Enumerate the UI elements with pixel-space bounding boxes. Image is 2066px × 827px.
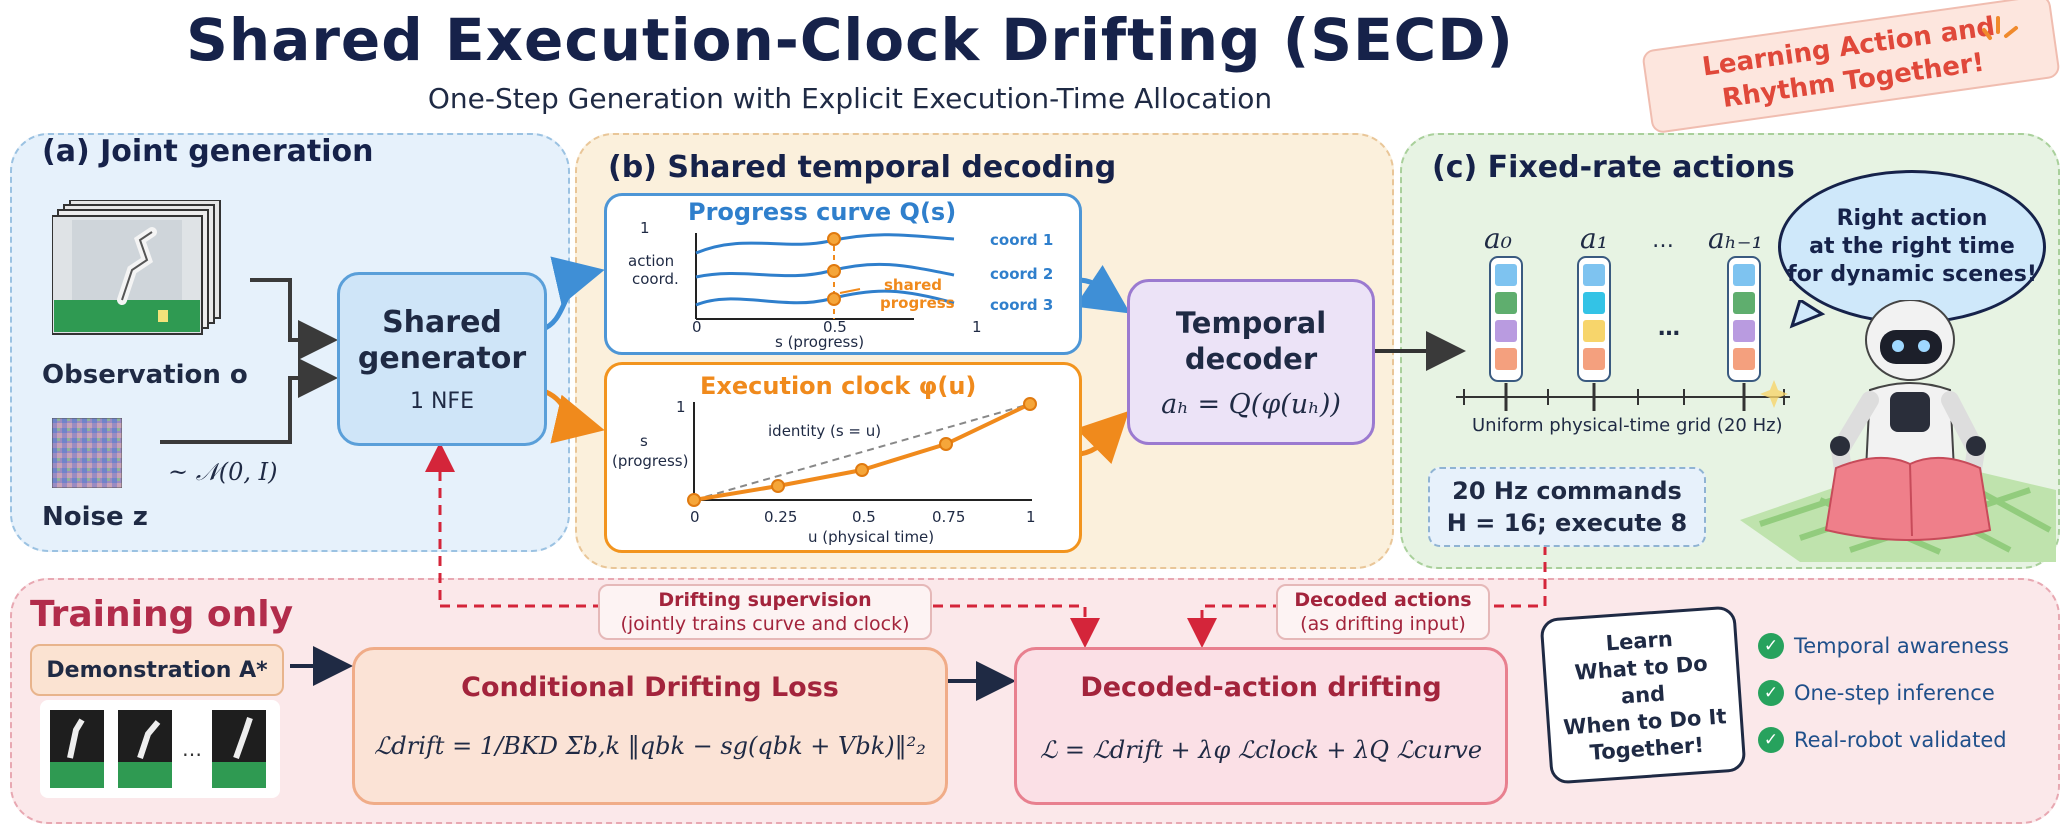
progress-y-top: 1: [640, 219, 650, 237]
observation-image-stack: [52, 200, 221, 335]
shared-progress-label: shared: [884, 276, 943, 294]
training-title: Training only: [30, 594, 294, 635]
generator-title: Shared: [382, 304, 502, 340]
page-title: Shared Execution-Clock Drifting (SECD): [186, 6, 1514, 74]
progress-curve-panel: [604, 193, 1082, 355]
decoder-title: Temporal: [1175, 305, 1327, 340]
progress-ylabel: action: [628, 252, 675, 270]
supervision-bold: Drifting supervision: [658, 589, 872, 611]
panel-c-title: (c) Fixed-rate actions: [1432, 150, 1795, 185]
clock-x-tick: 0.5: [852, 508, 876, 526]
action-label: aₕ₋₁: [1708, 222, 1763, 255]
clock-x-tick: 0.75: [932, 508, 966, 526]
bubble-line: Right action: [1836, 206, 1988, 231]
generator-nfe: 1 NFE: [409, 388, 474, 414]
noise-image: [52, 418, 122, 488]
clock-y-top: 1: [676, 398, 686, 416]
check-icon: ✓: [1758, 680, 1784, 706]
check-icon: ✓: [1758, 727, 1784, 753]
identity-label: identity (s = u): [768, 422, 882, 440]
progress-x-tick: 1: [972, 318, 982, 336]
spark-icon: [1982, 16, 2018, 40]
check-item: ✓ Real-robot validated: [1758, 727, 2007, 753]
clock-xlabel: u (physical time): [808, 528, 935, 546]
action-label: a₀: [1484, 222, 1512, 255]
noise-distribution: ~ 𝒩(0, I): [168, 458, 278, 486]
drift-formula: ℒ = ℒdrift + λφ ℒclock + λQ ℒcurve: [1039, 736, 1483, 764]
supervision-sub: (jointly trains curve and clock): [620, 613, 910, 635]
bubble-line: at the right time: [1809, 234, 2015, 259]
panel-a-title: (a) Joint generation: [42, 134, 374, 169]
clock-x-tick: 1: [1026, 508, 1036, 526]
coord-label: coord 3: [990, 296, 1054, 314]
action-chunks: …: [1456, 256, 1790, 411]
supervision-pill: Drifting supervision (jointly trains cur…: [598, 584, 932, 640]
noise-label: Noise z: [42, 502, 148, 532]
decoded-action-drifting-box: Decoded-action drifting ℒ = ℒdrift + λφ …: [1014, 647, 1508, 805]
progress-x-tick: 0.5: [823, 318, 847, 336]
loss-formula: ℒdrift = 1/BKD Σb,k ‖qbk − sg(qbk + Vbk)…: [374, 732, 926, 760]
svg-text:…: …: [182, 737, 202, 761]
commands-line: H = 16; execute 8: [1446, 509, 1688, 537]
panel-b-title: (b) Shared temporal decoding: [608, 150, 1117, 185]
execution-clock-panel: [604, 362, 1082, 553]
check-item: ✓ One-step inference: [1758, 680, 1995, 706]
action-ellipsis: …: [1652, 228, 1674, 253]
decoder-formula: aₕ = Q(φ(uₕ)): [1161, 388, 1341, 420]
clock-ylabel: s: [640, 432, 648, 450]
check-label: Temporal awareness: [1794, 634, 2009, 658]
decoder-title: decoder: [1184, 341, 1318, 376]
generator-title: generator: [357, 340, 527, 376]
shared-progress-label: progress: [880, 294, 955, 312]
action-label: a₁: [1580, 222, 1608, 255]
clock-ylabel: (progress): [612, 452, 689, 470]
commands-box: 20 Hz commands H = 16; execute 8: [1428, 467, 1706, 547]
coord-label: coord 2: [990, 265, 1054, 283]
decoded-bold: Decoded actions: [1294, 589, 1472, 611]
demonstration-label: Demonstration A*: [30, 644, 284, 696]
loss-title: Conditional Drifting Loss: [461, 672, 839, 703]
conditional-drifting-loss-box: Conditional Drifting Loss ℒdrift = 1/BKD…: [352, 647, 948, 805]
drift-title: Decoded-action drifting: [1080, 672, 1442, 703]
shared-generator-box: Shared generator 1 NFE: [337, 272, 547, 446]
coord-label: coord 1: [990, 231, 1054, 249]
execution-clock-title: Execution clock φ(u): [700, 372, 977, 400]
execution-clock-chart: [687, 397, 1037, 507]
progress-curve-chart: [695, 232, 955, 320]
progress-curve-title: Progress curve Q(s): [688, 198, 957, 226]
check-icon: ✓: [1758, 633, 1784, 659]
clock-x-tick: 0.25: [764, 508, 798, 526]
clock-x-tick: 0: [690, 508, 700, 526]
bubble-line: for dynamic scenes!: [1787, 262, 2037, 287]
svg-text:…: …: [1658, 316, 1680, 341]
progress-ylabel: coord.: [632, 270, 679, 288]
progress-x-tick: 0: [692, 318, 702, 336]
temporal-decoder-box: Temporal decoder aₕ = Q(φ(uₕ)): [1127, 279, 1375, 445]
commands-line: 20 Hz commands: [1452, 477, 1682, 505]
decoded-pill: Decoded actions (as drifting input): [1276, 584, 1490, 640]
observation-label: Observation o: [42, 360, 248, 390]
grid-label: Uniform physical-time grid (20 Hz): [1472, 415, 1783, 436]
robot-illustration: [1740, 300, 2056, 562]
demonstration-frames: …: [40, 700, 280, 798]
check-label: One-step inference: [1794, 681, 1995, 705]
decoded-sub: (as drifting input): [1300, 613, 1466, 635]
progress-xlabel: s (progress): [775, 333, 865, 351]
learn-card: Learn What to Do and When to Do It Toget…: [1539, 605, 1747, 785]
page-subtitle: One-Step Generation with Explicit Execut…: [427, 82, 1273, 115]
check-label: Real-robot validated: [1794, 728, 2007, 752]
check-item: ✓ Temporal awareness: [1758, 633, 2009, 659]
